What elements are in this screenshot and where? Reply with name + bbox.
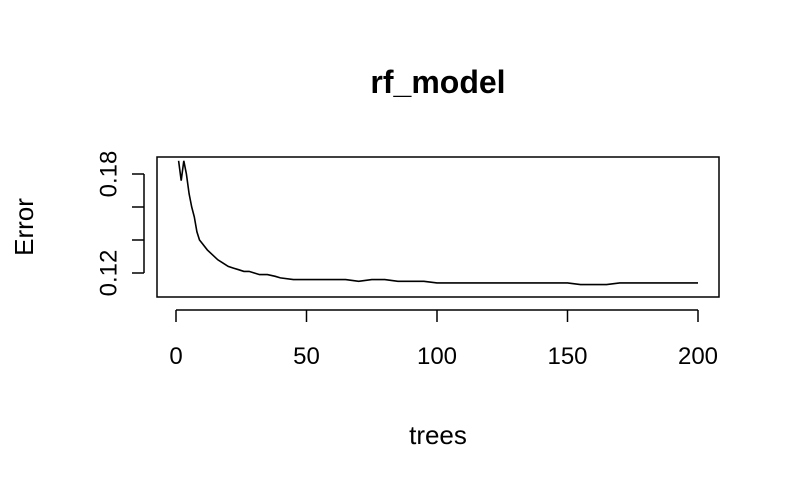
x-axis: 0 50 100 150 200 [169,309,718,370]
y-axis-label: Error [9,198,39,256]
error-series-line [177,160,698,286]
x-tick-label: 100 [417,343,457,370]
y-tick-label: 0.12 [95,250,122,297]
x-tick-label: 200 [678,343,718,370]
x-tick-label: 0 [169,343,182,370]
plot-frame [156,156,720,298]
y-tick-label: 0.18 [95,151,122,198]
x-tick-label: 150 [547,343,587,370]
x-axis-label: trees [409,420,467,450]
chart-title: rf_model [370,64,505,100]
x-tick-label: 50 [293,343,320,370]
y-axis: 0.12 0.18 [95,151,145,297]
